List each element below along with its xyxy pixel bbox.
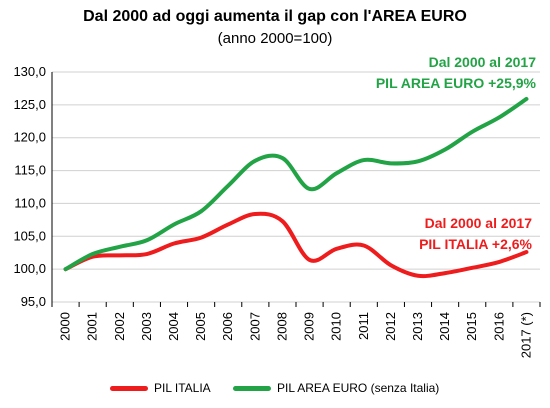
italia-annotation: Dal 2000 al 2017 PIL ITALIA +2,6% bbox=[419, 213, 532, 255]
euro-annotation-line2: PIL AREA EURO +25,9% bbox=[375, 75, 536, 91]
euro-annotation: Dal 2000 al 2017 PIL AREA EURO +25,9% bbox=[376, 52, 536, 94]
y-axis-ticks: 95,0 100,0 105,0 110,0 115,0 120,0 125,0 130,0 bbox=[13, 64, 46, 309]
x-tick-label: 2007 bbox=[247, 312, 262, 341]
x-tick-label: 2006 bbox=[220, 312, 235, 341]
x-tick-label: 2003 bbox=[139, 312, 154, 341]
x-tick-label: 2015 bbox=[464, 312, 479, 341]
x-tick-label: 2008 bbox=[274, 312, 289, 341]
y-tick-label: 100,0 bbox=[13, 261, 46, 276]
x-tick-label: 2002 bbox=[112, 312, 127, 341]
x-tick-label: 2001 bbox=[85, 312, 100, 341]
legend-item-euro: PIL AREA EURO (senza Italia) bbox=[233, 378, 439, 398]
y-tick-label: 115,0 bbox=[14, 163, 46, 178]
legend-item-italia: PIL ITALIA bbox=[110, 378, 211, 398]
y-tick-label: 95,0 bbox=[21, 294, 46, 309]
legend-label-euro: PIL AREA EURO (senza Italia) bbox=[277, 381, 440, 395]
chart-title: Dal 2000 ad oggi aumenta il gap con l'AR… bbox=[83, 8, 467, 25]
x-tick-label: 2012 bbox=[383, 312, 398, 341]
x-tick-label: 2009 bbox=[302, 312, 317, 341]
x-tick-label: 2010 bbox=[329, 312, 344, 341]
x-tick-label: 2017 (*) bbox=[518, 312, 533, 358]
y-tick-label: 125,0 bbox=[13, 97, 46, 112]
x-tick-label: 2013 bbox=[410, 312, 425, 341]
series-line-italia bbox=[63, 211, 529, 279]
legend-swatch-euro bbox=[233, 385, 271, 391]
x-tick-label: 2011 bbox=[356, 312, 371, 340]
y-tick-label: 120,0 bbox=[13, 130, 46, 145]
chart-subtitle: (anno 2000=100) bbox=[217, 30, 333, 47]
x-tick-label: 2004 bbox=[166, 312, 181, 341]
legend-label-italia: PIL ITALIA bbox=[154, 381, 211, 395]
x-tick-label: 2000 bbox=[58, 312, 73, 341]
y-tick-label: 110,0 bbox=[14, 195, 46, 210]
series-line-euro bbox=[63, 96, 529, 272]
x-axis-ticks: 2000 2001 2002 2003 2004 2005 2006 2007 2008 2009… bbox=[51, 302, 541, 358]
euro-annotation-line1: Dal 2000 al 2017 bbox=[428, 54, 536, 70]
italia-annotation-line1: Dal 2000 al 2017 bbox=[424, 215, 532, 231]
legend-swatch-italia bbox=[110, 385, 148, 391]
x-tick-label: 2014 bbox=[437, 312, 452, 341]
x-tick-label: 2005 bbox=[193, 312, 208, 341]
x-tick-label: 2016 bbox=[491, 312, 506, 341]
italia-annotation-line2: PIL ITALIA +2,6% bbox=[419, 236, 532, 252]
y-tick-label: 105,0 bbox=[13, 228, 46, 243]
series-lines bbox=[63, 96, 529, 279]
y-tick-label: 130,0 bbox=[13, 64, 46, 79]
